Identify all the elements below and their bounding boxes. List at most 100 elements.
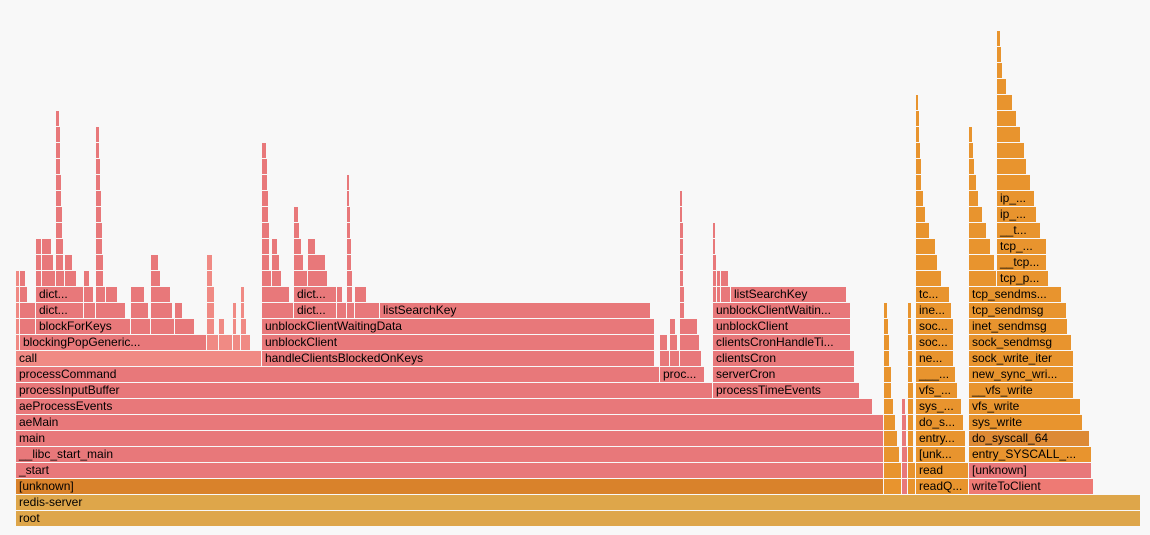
frame-bar <box>36 303 83 318</box>
frame: dict... <box>294 303 336 318</box>
frame-bar <box>16 319 19 334</box>
frame <box>680 223 683 238</box>
frame <box>884 303 887 318</box>
frame-bar <box>241 303 244 318</box>
frame <box>347 239 351 254</box>
frame <box>106 287 117 302</box>
frame <box>916 255 937 270</box>
frame-bar <box>902 463 907 478</box>
frame <box>717 287 720 302</box>
frame <box>56 191 61 206</box>
frame <box>36 255 41 270</box>
frame-bar <box>262 239 269 254</box>
frame-bar <box>151 319 174 334</box>
frame-bar <box>997 111 1016 126</box>
frame-bar <box>916 143 920 158</box>
frame-bar <box>16 511 1140 526</box>
frame-bar <box>16 335 19 350</box>
frame-bar <box>294 207 298 222</box>
frame-bar <box>347 191 349 206</box>
frame-bar <box>969 415 1082 430</box>
frame-bar <box>308 239 315 254</box>
frame <box>20 271 25 286</box>
frame: entry_SYSCALL_... <box>969 447 1091 462</box>
frame <box>84 303 95 318</box>
frame-bar <box>969 431 1089 446</box>
frame: dict... <box>36 303 83 318</box>
frame <box>997 143 1024 158</box>
frame-bar <box>916 351 953 366</box>
frame: [unknown] <box>16 479 883 494</box>
frame <box>294 207 298 222</box>
frame-bar <box>56 223 62 238</box>
frame: call <box>16 351 261 366</box>
frame: soc... <box>916 335 953 350</box>
frame-bar <box>20 271 25 286</box>
frame-bar <box>997 239 1046 254</box>
frame-bar <box>96 127 99 142</box>
frame <box>96 239 102 254</box>
frame <box>294 271 307 286</box>
frame <box>355 303 379 318</box>
frame <box>721 287 730 302</box>
frame <box>20 319 35 334</box>
frame: sock_write_iter <box>969 351 1073 366</box>
frame <box>902 447 907 462</box>
frame <box>262 255 269 270</box>
frame <box>96 287 105 302</box>
frame-bar <box>294 239 301 254</box>
frame <box>207 303 214 318</box>
frame-bar <box>908 383 913 398</box>
frame-bar <box>916 159 921 174</box>
frame-bar <box>96 143 99 158</box>
frame-bar <box>207 335 218 350</box>
frame: unblockClientWaitin... <box>713 303 850 318</box>
frame: readQ... <box>916 479 968 494</box>
frame-bar <box>262 351 654 366</box>
frame-bar <box>997 143 1024 158</box>
frame <box>908 479 915 494</box>
frame <box>84 271 89 286</box>
frame-bar <box>731 287 846 302</box>
frame-bar <box>969 223 986 238</box>
frame-bar <box>36 319 130 334</box>
frame-bar <box>262 143 266 158</box>
frame-bar <box>670 319 675 334</box>
frame-bar <box>16 399 872 414</box>
frame-bar <box>916 431 965 446</box>
frame: tc... <box>916 287 949 302</box>
frame-bar <box>969 335 1071 350</box>
frame-bar <box>969 287 1061 302</box>
frame: [unknown] <box>969 463 1091 478</box>
frame <box>916 143 920 158</box>
frame-bar <box>272 239 277 254</box>
frame <box>908 335 912 350</box>
frame: blockForKeys <box>36 319 130 334</box>
frame-bar <box>680 223 683 238</box>
frame <box>16 335 19 350</box>
frame <box>294 239 301 254</box>
frame: _start <box>16 463 883 478</box>
frame-bar <box>20 335 206 350</box>
frame-bar <box>916 335 953 350</box>
frame <box>219 335 232 350</box>
frame: redis-server <box>16 495 1140 510</box>
frame-bar <box>175 319 194 334</box>
frame-bar <box>262 271 271 286</box>
frame: entry... <box>916 431 965 446</box>
frame: dict... <box>294 287 336 302</box>
frame <box>713 255 716 270</box>
frame-bar <box>660 367 704 382</box>
frame-bar <box>151 271 160 286</box>
frame-bar <box>16 271 19 286</box>
frame-bar <box>908 303 911 318</box>
frame <box>670 335 677 350</box>
frame <box>347 271 352 286</box>
frame-bar <box>660 351 669 366</box>
frame <box>670 319 675 334</box>
frame-bar <box>997 207 1036 222</box>
frame <box>36 239 41 254</box>
frame: dict... <box>36 287 83 302</box>
frame-bar <box>908 351 912 366</box>
